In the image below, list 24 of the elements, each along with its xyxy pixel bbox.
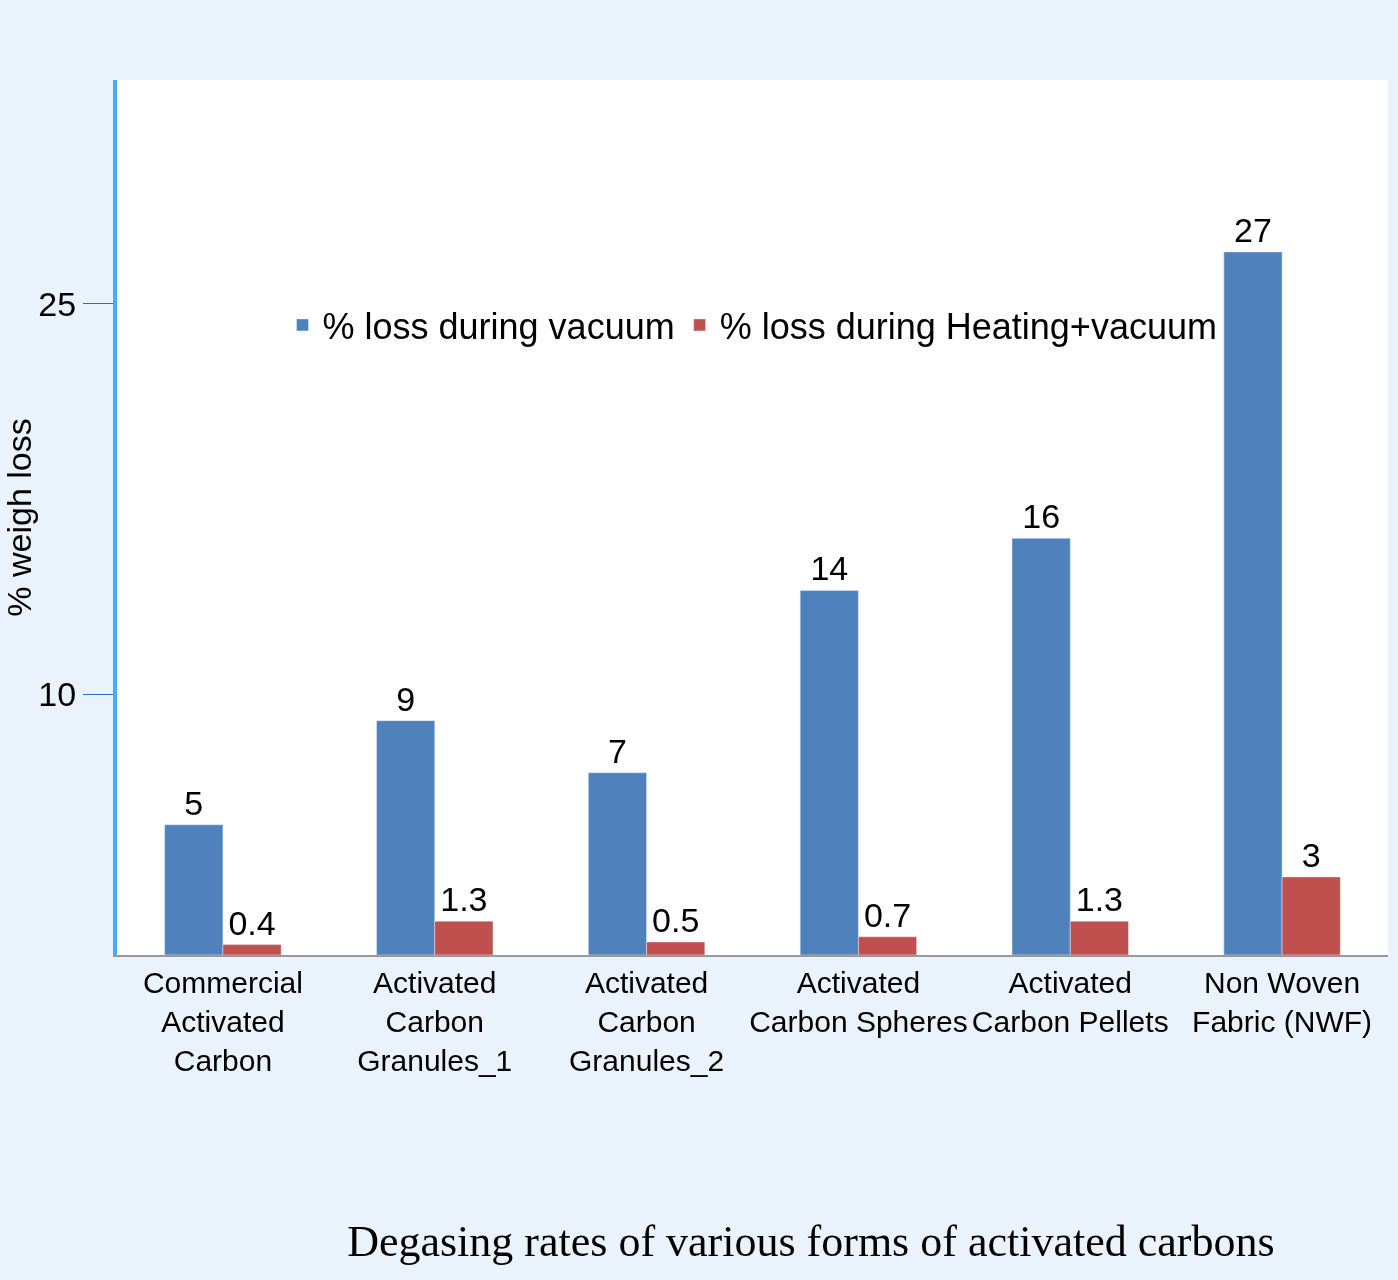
data-label: 16 (1022, 497, 1061, 536)
data-label: 0.4 (228, 903, 276, 942)
text: Degasing rates of various forms of activated carbons (347, 1216, 1275, 1266)
x-tick-label: Activated Carbon Granules_2 (569, 966, 725, 1077)
x-tick-label: Activated Carbon Granules_1 (357, 966, 513, 1077)
data-label: 0.7 (863, 895, 912, 934)
data-label: 5 (184, 783, 204, 822)
data-label: 27 (1234, 210, 1272, 249)
x-tick-label: Activated Carbon Spheres (749, 966, 968, 1038)
legend-label: % loss during vacuum (322, 305, 675, 347)
data-label: 14 (810, 549, 849, 588)
data-label: 1.3 (440, 880, 488, 919)
data-label: 1.3 (1075, 880, 1124, 919)
data-label: 0.5 (652, 900, 700, 939)
y-tick-label: 10 (38, 675, 77, 714)
x-tick-label: Commercial Activated Carbon (142, 966, 303, 1077)
legend-label: % loss during Heating+vacuum (719, 305, 1217, 347)
x-tick-label: Non Woven Fabric (NWF) (1192, 966, 1373, 1038)
data-label: 7 (607, 731, 627, 770)
y-axis-title: % weigh loss (0, 418, 38, 617)
data-label: 9 (396, 679, 416, 718)
data-label: 3 (1301, 835, 1321, 874)
x-tick-label: Activated Carbon Pellets (971, 966, 1169, 1038)
y-tick-label: 25 (38, 284, 77, 323)
